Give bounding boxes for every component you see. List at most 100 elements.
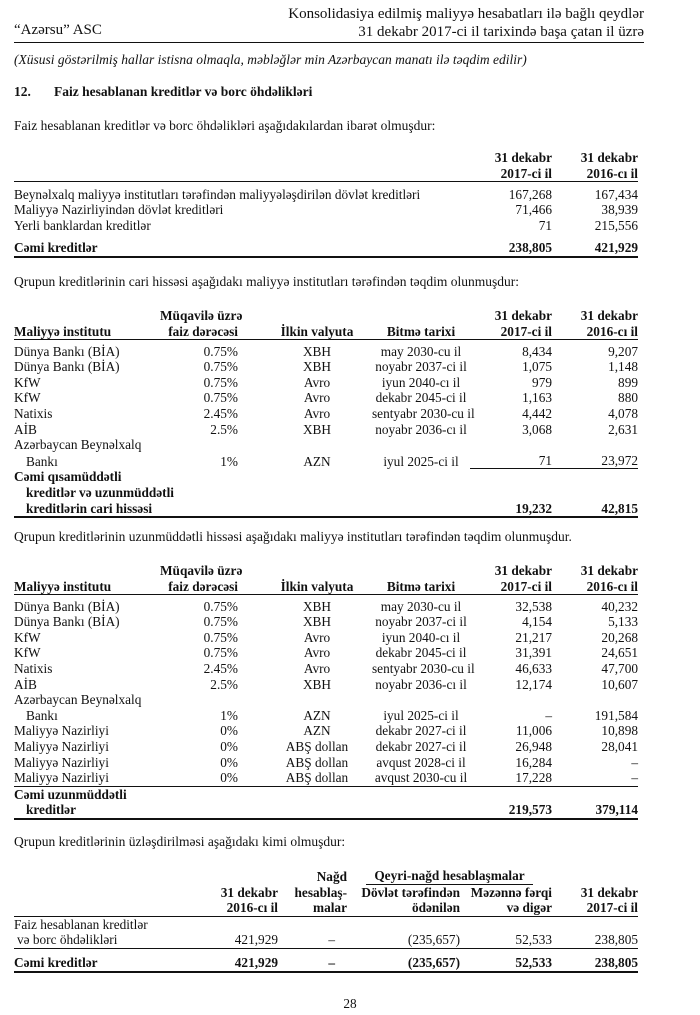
table-row: KfW 0.75% Avro iyun 2040-cı il 21,217 20,268 [14, 630, 638, 646]
value-2016: 9,207 [608, 343, 638, 359]
maturity: avqust 2030-cu il [374, 770, 468, 786]
table-row: Bankı 1% AZN iyul 2025-ci il – 191,584 [14, 708, 638, 724]
total-row: kreditlər 219,573 379,114 [14, 802, 638, 820]
value-2016: 20,268 [601, 629, 638, 645]
col-header-2017-year: 2017-ci il [468, 165, 552, 183]
section-number: 12. [14, 84, 31, 99]
institution-name: Azərbaycan Beynəlxalq [14, 692, 142, 708]
col-header-2017: 31 dekabr [494, 150, 552, 165]
table-row: və borc öhdəlikləri 421,929– (235,657) 52,5… [14, 932, 638, 949]
table-row: KfW 0.75% Avro dekabr 2045-ci il 31,391 24,65… [14, 645, 638, 661]
section-heading: 12. Faiz hesablanan kreditlər və borc öhd… [14, 84, 312, 100]
value-2016: – [631, 754, 638, 770]
value-2017: 11,006 [515, 723, 552, 739]
table-row: Dünya Bankı (BİA) 0.75% XBH may 2030-cu il 8… [14, 344, 638, 360]
currency: XBH [302, 598, 332, 614]
value-2017: 4,442 [522, 406, 552, 422]
col-header-currency: İlkin valyuta [262, 578, 372, 596]
currency: ABŞ dollan [285, 770, 349, 786]
col-header-rate: Müqavilə üzrə [160, 563, 243, 578]
total-2017: 238,805 [552, 955, 638, 974]
table-row: Bankı 1% AZN iyul 2025-ci il 71 23,972 [14, 453, 638, 470]
value-2016: 2,631 [608, 421, 638, 437]
col-header-2016: 2016-cı il [552, 323, 638, 341]
total-2017: 238,805 [468, 240, 552, 259]
institution-name: Dünya Bankı (BİA) [14, 343, 120, 359]
institution-name: Maliyyə Nazirliyi [14, 770, 109, 786]
rate: 0.75% [203, 343, 238, 359]
institution-name: Dünya Bankı (BİA) [14, 598, 120, 614]
total-label: kreditlər və uzunmüddətli [26, 485, 174, 501]
col-header-cash: malar [278, 900, 347, 917]
total-label: kreditlərin cari hissəsi [14, 500, 470, 519]
total-2016: 379,114 [552, 802, 638, 820]
value-2016: 10,898 [601, 723, 638, 739]
value-2016: 24,651 [601, 645, 638, 661]
maturity: iyun 2040-cı il [381, 374, 461, 390]
currency: AZN [303, 723, 331, 739]
total-label: Cəmi qısamüddətli [14, 469, 122, 485]
value-2017: 1,163 [522, 390, 552, 406]
total-label: Cəmi kreditlər [14, 240, 468, 259]
currency: AZN [303, 453, 331, 469]
document-title: Konsolidasiya edilmiş maliyyə hesabatlar… [288, 5, 644, 41]
table-row: AİB 2.5% XBH noyabr 2036-cı il 12,174 10,607 [14, 677, 638, 693]
rate: 0% [220, 723, 238, 739]
reconciliation-table: Nağd Qeyri-nağd hesablaşmalar 31 dekabr he… [14, 868, 638, 974]
col-header-maturity: Bitmə tarixi [372, 323, 470, 341]
section-title: Faiz hesablanan kreditlər və borc öhdəli… [54, 84, 313, 99]
maturity: dekabr 2027-ci il [375, 739, 467, 755]
maturity: noyabr 2037-ci il [375, 614, 467, 630]
long-term-paragraph: Qrupun kreditlərinin uzunmüddətli hissəs… [14, 529, 572, 544]
value-2016: 5,133 [608, 614, 638, 630]
rate: 0.75% [203, 629, 238, 645]
value-2017: 979 [532, 374, 552, 390]
col-header-2016-year: 2016-cı il [552, 165, 638, 183]
institution-name: Maliyyə Nazirliyi [14, 754, 109, 770]
maturity: iyun 2040-cı il [381, 629, 461, 645]
institution-name: Maliyyə Nazirliyi [14, 723, 109, 739]
value-2017: 3,068 [522, 421, 552, 437]
company-name: “Azərsu” ASC [14, 22, 102, 38]
institution-name: AİB [14, 421, 37, 437]
value-2017: 4,154 [522, 614, 552, 630]
table-row: Azərbaycan Beynəlxalq [14, 692, 638, 708]
reconciliation-paragraph: Qrupun kreditlərinin üzləşdirilməsi aşağ… [14, 834, 346, 849]
value-2016: 1,148 [608, 359, 638, 375]
value-2017: 26,948 [515, 739, 552, 755]
row-label: Beynəlxalq maliyyə institutları tərəfind… [14, 186, 421, 202]
col-header-institution: Maliyyə institutu [14, 578, 160, 596]
currency: Avro [303, 629, 331, 645]
currency: Avro [303, 390, 331, 406]
col-header-currency: İlkin valyuta [262, 323, 372, 341]
col-header-2016: 31 dekabr [580, 563, 638, 578]
rate: 0.75% [203, 598, 238, 614]
institution-name: Azərbaycan Beynəlxalq [14, 437, 142, 453]
page-number: 28 [343, 996, 357, 1011]
currency: Avro [303, 406, 331, 422]
col-header-rate: Müqavilə üzrə [160, 308, 243, 323]
table-row: KfW 0.75% Avro iyun 2040-cı il 979 899 [14, 375, 638, 391]
table-row: Azərbaycan Beynəlxalq [14, 437, 638, 453]
col-header-2017: 31 dekabr [494, 308, 552, 323]
col-header-2016: 31 dekabr [580, 308, 638, 323]
total-2017: 219,573 [470, 802, 552, 820]
value-2016: 421,929 [160, 932, 278, 949]
currency: Avro [303, 645, 331, 661]
institution-name: KfW [14, 645, 41, 661]
value-2017: 8,434 [522, 343, 552, 359]
value-fx: 52,533 [460, 932, 552, 949]
rate: 0.75% [203, 645, 238, 661]
institution-name: AİB [14, 676, 37, 692]
institution-name: Natixis [14, 661, 53, 677]
title-line-1: Konsolidasiya edilmiş maliyyə hesabatlar… [288, 6, 644, 22]
rate: 0% [220, 754, 238, 770]
maturity: sentyabr 2030-cu il [372, 661, 475, 677]
institution-name: Dünya Bankı (BİA) [14, 359, 120, 375]
value-2016: 4,078 [608, 406, 638, 422]
maturity: noyabr 2037-ci il [375, 359, 467, 375]
loans-summary-table: 31 dekabr 31 dekabr 2017-ci il 2016-cı il … [14, 150, 638, 259]
value-cash: – [278, 932, 347, 949]
maturity: dekabr 2027-ci il [375, 723, 467, 739]
table-row: Dünya Bankı (BİA) 0.75% XBH noyabr 2037-ci … [14, 614, 638, 630]
